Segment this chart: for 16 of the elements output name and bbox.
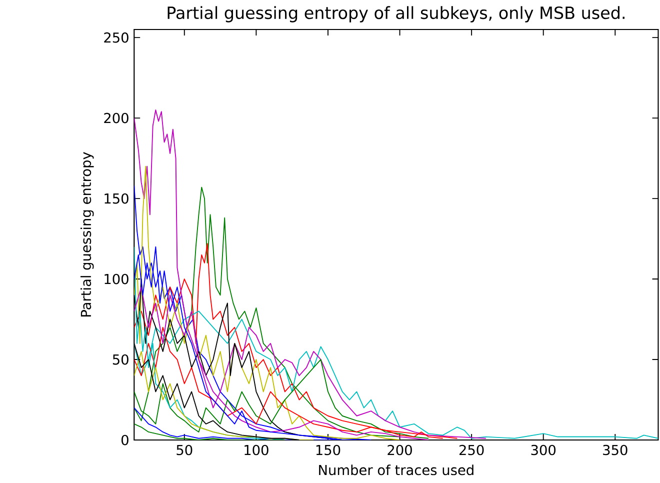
x-tick-label: 200: [388, 444, 412, 456]
x-tick-label: 50: [176, 444, 192, 456]
x-tick-label: 300: [531, 444, 556, 456]
y-tick-label: 100: [104, 274, 128, 284]
y-tick-label: 0: [122, 434, 128, 446]
chart-title: Partial guessing entropy of all subkeys, only MSB used.: [168, 6, 624, 22]
y-tick-label: 150: [104, 193, 128, 204]
y-tick-label: 200: [104, 112, 128, 124]
x-tick-label: 100: [244, 444, 268, 456]
y-axis-title: Partial guessing entropy: [80, 152, 94, 317]
x-tick-label: 350: [603, 444, 628, 456]
x-tick-label: 250: [459, 444, 484, 456]
y-tick-label: 250: [104, 32, 128, 43]
x-tick-label: 150: [316, 444, 340, 456]
y-tick-label: 50: [112, 354, 128, 365]
x-axis-title: Number of traces used: [319, 464, 474, 476]
